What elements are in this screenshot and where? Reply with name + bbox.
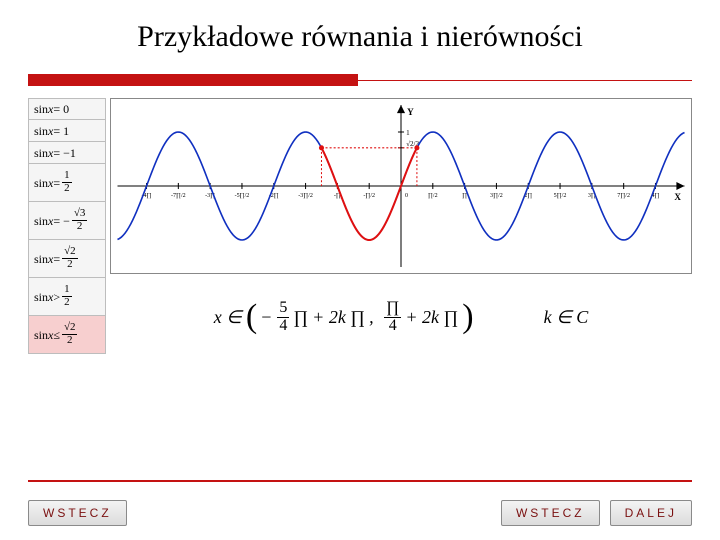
svg-text:1: 1 [406,129,410,137]
svg-text:Y: Y [407,107,414,117]
solution-formula: x ∈ ( − 5 4 ∏ + 2k ∏ , ∏ 4 + 2k ∏ ) [110,298,692,336]
content: sin x = 0sin x = 1sin x = −1sin x = 12si… [28,98,692,354]
comma: , [369,307,378,328]
svg-text:∏/2: ∏/2 [428,193,438,199]
pi1: ∏ [293,307,308,328]
sidebar-item-2[interactable]: sin x = −1 [28,142,106,164]
sidebar-item-6[interactable]: sin x > 12 [28,278,106,316]
left-den: 4 [277,318,289,335]
svg-text:∏: ∏ [462,193,467,199]
bottom-rule [28,480,692,482]
left-num: 5 [277,300,289,318]
nav-bar: WSTECZ WSTECZ DALEJ [28,500,692,526]
sidebar-item-5[interactable]: sin x = √22 [28,240,106,278]
sidebar-item-0[interactable]: sin x = 0 [28,98,106,120]
sidebar-item-3[interactable]: sin x = 12 [28,164,106,202]
title-rule [28,74,692,86]
paren-close: ) [462,298,473,336]
svg-text:-3∏/2: -3∏/2 [298,193,313,199]
sine-chart: XY-4∏-7∏/2-3∏-5∏/2-2∏-3∏/2-∏-∏/20∏/2∏3∏/… [117,105,685,267]
svg-text:5∏/2: 5∏/2 [554,193,567,199]
sidebar-item-1[interactable]: sin x = 1 [28,120,106,142]
equation-sidebar: sin x = 0sin x = 1sin x = −1sin x = 12si… [28,98,106,354]
svg-text:-5∏/2: -5∏/2 [235,193,250,199]
svg-text:-7∏/2: -7∏/2 [171,193,186,199]
formula-prefix: x ∈ [214,307,242,328]
chart-frame: XY-4∏-7∏/2-3∏-5∏/2-2∏-3∏/2-∏-∏/20∏/2∏3∏/… [110,98,692,274]
page-title: Przykładowe równania i nierówności [28,20,692,54]
svg-text:0: 0 [405,193,408,199]
rule-thick [28,74,358,86]
k-condition: k ∈ C [544,307,589,328]
rule-thin [358,80,692,81]
slide: Przykładowe równania i nierówności sin x… [0,0,720,540]
svg-text:7∏/2: 7∏/2 [617,193,630,199]
chart-column: XY-4∏-7∏/2-3∏-5∏/2-2∏-3∏/2-∏-∏/20∏/2∏3∏/… [110,98,692,354]
k-term1: + 2k ∏ [312,307,365,328]
sidebar-item-4[interactable]: sin x = −√32 [28,202,106,240]
right-den: 4 [387,318,399,335]
next-button[interactable]: DALEJ [610,500,692,526]
back-button-2[interactable]: WSTECZ [501,500,600,526]
k-term2: + 2k ∏ [405,307,458,328]
sidebar-item-7[interactable]: sin x ≤ √22 [28,316,106,354]
paren-open: ( [246,298,257,336]
svg-text:3∏/2: 3∏/2 [490,193,503,199]
back-button[interactable]: WSTECZ [28,500,127,526]
svg-text:-∏/2: -∏/2 [363,193,375,199]
svg-text:X: X [674,192,681,202]
right-num: ∏ [384,300,401,318]
